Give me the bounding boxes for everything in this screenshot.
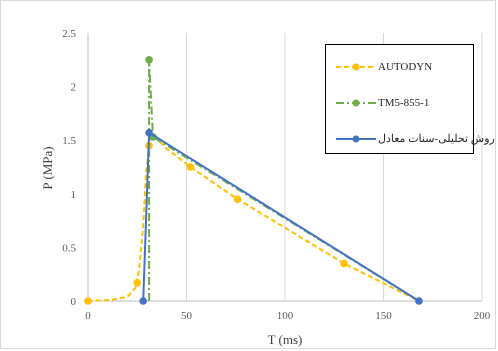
- legend-label-autodyn: AUTODYN: [378, 61, 433, 73]
- series-line: [148, 58, 420, 302]
- y-axis-title: P (MPa): [40, 146, 55, 189]
- legend-entry-autodyn: AUTODYN: [326, 57, 473, 77]
- data-point: [186, 163, 195, 171]
- legend-label-tm5: TM5-855-1: [378, 97, 430, 109]
- y-tick-label: 1.5: [62, 135, 76, 147]
- x-tick-label: 200: [474, 310, 491, 322]
- data-point: [84, 297, 92, 305]
- data-point: [340, 259, 348, 268]
- x-tick-label: 100: [277, 310, 294, 322]
- legend-swatch-analytical: [336, 135, 376, 143]
- y-tick-label: 2: [71, 82, 77, 94]
- data-point: [133, 278, 142, 287]
- legend-label-analytical: روش تحلیلی-سنات معادل: [378, 133, 495, 145]
- x-axis-title: T (ms): [268, 332, 303, 347]
- data-point: [139, 297, 147, 305]
- chart-legend: AUTODYN TM5-855-1 روش تحلیلی-سنات معادل: [325, 44, 495, 154]
- legend-swatch-autodyn: [336, 63, 376, 71]
- x-tick-label: 150: [375, 310, 392, 322]
- series-0: [84, 133, 423, 305]
- y-tick-label: 2.5: [62, 28, 76, 40]
- series-line: [87, 133, 420, 302]
- y-tick-label: 0: [71, 296, 77, 308]
- series-2: [139, 128, 423, 305]
- x-tick-label: 0: [85, 310, 91, 322]
- x-axis-ticks: 0 50 100 150 200: [85, 310, 491, 322]
- y-tick-label: 0.5: [62, 242, 76, 254]
- y-tick-label: 1: [71, 189, 77, 201]
- x-tick-label: 50: [181, 310, 193, 322]
- data-point: [145, 56, 153, 64]
- data-point: [145, 128, 153, 137]
- data-point: [415, 297, 423, 305]
- legend-entry-tm5: TM5-855-1: [326, 93, 473, 113]
- legend-swatch-tm5: [336, 99, 376, 107]
- data-point: [233, 195, 242, 203]
- legend-entry-analytical: روش تحلیلی-سنات معادل: [326, 129, 495, 149]
- chart-series: [84, 56, 423, 305]
- y-axis-ticks: 0 0.5 1 1.5 2 2.5: [62, 28, 76, 308]
